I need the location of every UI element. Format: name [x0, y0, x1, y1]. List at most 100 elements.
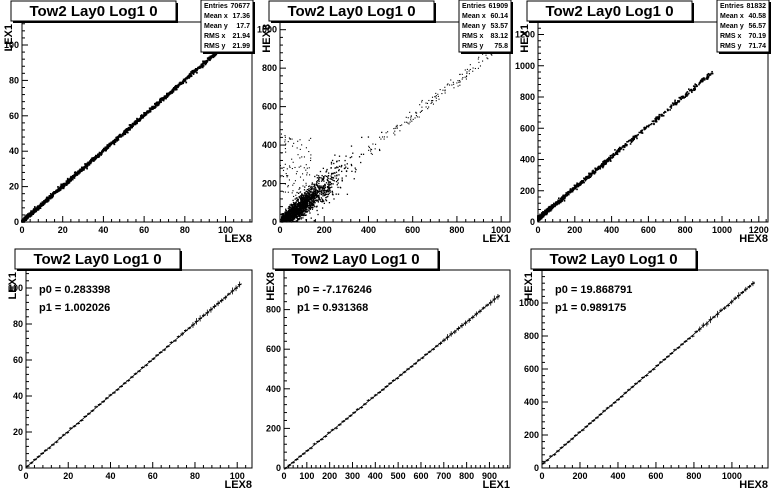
- data-point: [313, 194, 315, 196]
- data-point: [311, 203, 313, 206]
- data-point: [558, 197, 560, 200]
- data-point: [300, 217, 302, 219]
- data-point: [371, 153, 373, 155]
- data-point: [491, 54, 493, 56]
- x-tick-label: 400: [361, 225, 376, 235]
- data-point: [603, 161, 606, 163]
- data-point: [584, 178, 586, 180]
- data-point: [708, 73, 711, 76]
- data-point: [681, 97, 683, 99]
- data-point: [291, 138, 293, 140]
- data-point: [566, 191, 569, 194]
- data-point: [558, 202, 560, 205]
- data-point: [537, 219, 539, 222]
- data-point: [303, 189, 306, 191]
- data-point: [291, 214, 293, 216]
- data-point: [472, 67, 474, 69]
- data-point: [188, 74, 191, 77]
- data-point: [426, 102, 429, 104]
- data-point: [299, 187, 301, 189]
- data-point: [338, 169, 340, 172]
- x-tick-label: 0: [539, 471, 544, 481]
- data-point: [308, 192, 311, 195]
- data-point: [310, 154, 312, 156]
- data-point: [479, 65, 482, 67]
- data-point: [319, 170, 322, 173]
- data-point: [293, 203, 296, 205]
- data-point: [30, 212, 32, 214]
- data-series: [537, 70, 714, 222]
- data-point: [311, 199, 313, 201]
- data-point: [204, 63, 207, 66]
- data-point: [115, 136, 118, 139]
- chart-svg: 0 200 400 600 800 1000 12000200400600800100012…: [515, 0, 771, 245]
- data-point: [125, 128, 128, 130]
- data-point: [308, 190, 310, 192]
- data-point: [292, 217, 294, 220]
- data-point: [410, 115, 412, 117]
- data-point: [211, 54, 214, 57]
- data-point: [22, 218, 25, 220]
- data-point: [305, 204, 307, 206]
- data-point: [305, 197, 308, 199]
- x-tick-label: 200: [322, 471, 337, 481]
- pad-lex1-vs-hex8-profile: 0 100 200 300 400 500 600 700 800 900 0 200 400 600 80…: [258, 246, 516, 492]
- data-point: [149, 109, 152, 111]
- data-point: [303, 207, 305, 209]
- data-point: [374, 148, 376, 150]
- data-point: [291, 167, 293, 170]
- y-tick-label: 0: [276, 463, 281, 473]
- data-point: [49, 196, 52, 199]
- data-point: [299, 214, 301, 217]
- data-point: [320, 193, 323, 196]
- data-point: [194, 68, 197, 70]
- data-point: [567, 192, 570, 195]
- data-point: [105, 147, 108, 150]
- data-point: [360, 153, 363, 155]
- data-point: [335, 171, 338, 173]
- x-tick-label: 100: [218, 225, 233, 235]
- data-point: [113, 143, 116, 146]
- data-point: [314, 186, 316, 188]
- data-point: [185, 81, 188, 84]
- data-point: [196, 69, 198, 72]
- data-point: [32, 210, 34, 213]
- data-point: [329, 186, 331, 189]
- data-point: [332, 179, 334, 182]
- y-tick-label: 1000: [515, 61, 535, 71]
- data-point: [302, 214, 304, 217]
- data-point: [40, 205, 43, 207]
- data-point: [331, 186, 333, 188]
- data-point: [169, 92, 172, 95]
- x-tick-label: 100: [230, 471, 245, 481]
- data-point: [287, 175, 289, 177]
- data-point: [308, 206, 310, 209]
- data-point: [288, 212, 290, 214]
- data-point: [306, 167, 308, 169]
- data-point: [693, 85, 696, 88]
- data-point: [284, 213, 286, 216]
- data-point: [682, 96, 684, 98]
- data-point: [308, 185, 310, 188]
- data-point: [210, 56, 213, 59]
- data-point: [381, 136, 384, 138]
- data-point: [295, 206, 297, 208]
- data-point: [421, 106, 423, 108]
- data-point: [302, 214, 305, 217]
- data-point: [650, 122, 653, 125]
- data-point: [604, 160, 607, 162]
- data-point: [89, 160, 92, 162]
- data-point: [437, 93, 439, 95]
- data-point: [325, 175, 328, 178]
- data-point: [292, 199, 294, 202]
- stats-label: RMS y: [462, 43, 484, 50]
- data-point: [294, 211, 297, 214]
- data-point: [324, 186, 327, 188]
- data-point: [304, 203, 307, 205]
- data-point: [308, 189, 310, 191]
- data-point: [321, 186, 323, 189]
- data-point: [304, 208, 307, 210]
- x-tick-label: 20: [58, 225, 68, 235]
- data-point: [328, 187, 331, 190]
